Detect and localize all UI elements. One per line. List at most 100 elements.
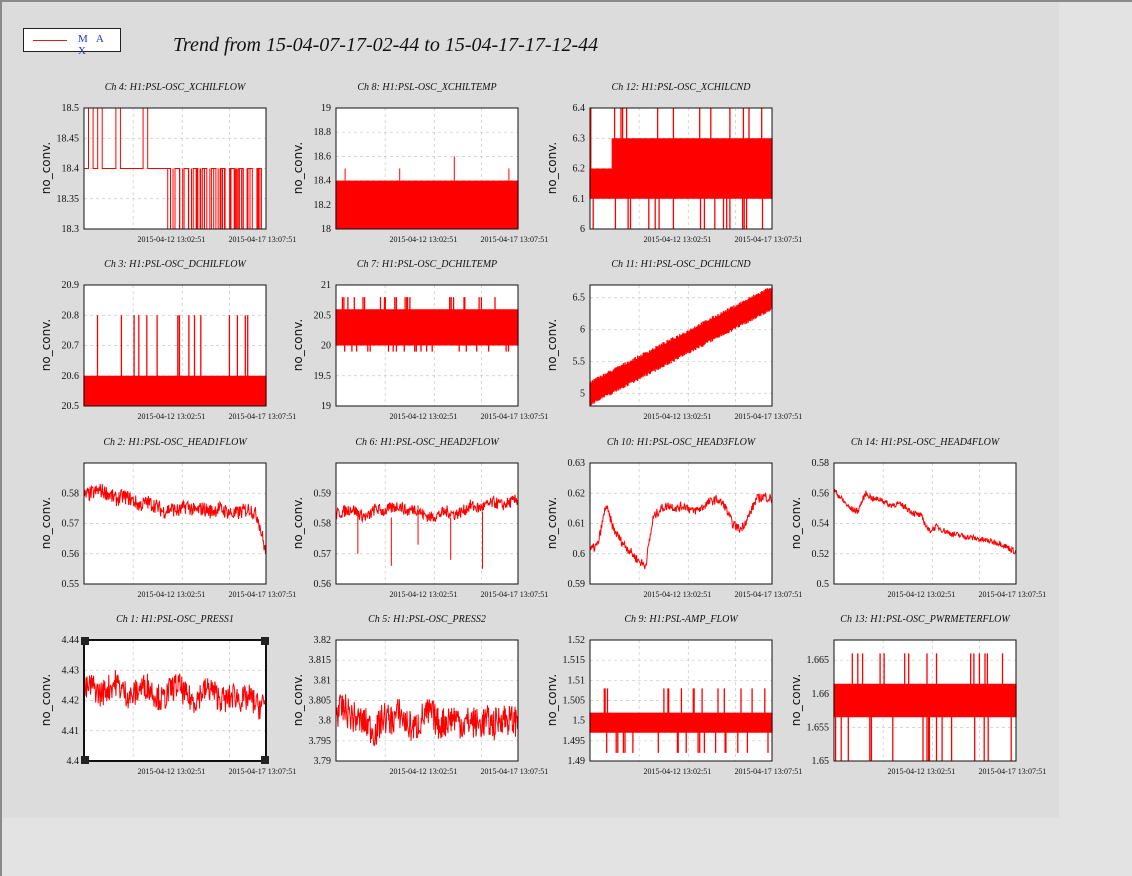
x-tick-label: 2015-04-12 13:02:51 bbox=[643, 767, 711, 776]
chart-panel: Ch 3: H1:PSL-OSC_DCHILFLOW no_conv. 20.5 20… bbox=[39, 259, 324, 429]
y-tick-label: 0.59 bbox=[568, 579, 586, 590]
y-tick-label: 5 bbox=[580, 388, 585, 399]
chart-title: Ch 12: H1:PSL-OSC_XCHILCND bbox=[611, 82, 751, 93]
y-tick-label: 6.2 bbox=[573, 164, 586, 175]
legend-label: M A X bbox=[78, 33, 107, 57]
y-tick-label: 19.5 bbox=[314, 371, 332, 382]
x-tick-label: 2015-04-17 13:07:51 bbox=[978, 590, 1046, 599]
y-tick-label: 19 bbox=[321, 103, 331, 114]
legend-line-swatch bbox=[33, 40, 67, 41]
y-tick-label: 20.9 bbox=[62, 280, 80, 291]
series-line bbox=[335, 494, 519, 523]
y-axis-label: no_conv. bbox=[291, 496, 305, 549]
chart-title: Ch 13: H1:PSL-OSC_PWRMETERFLOW bbox=[840, 614, 1010, 625]
plot-frame bbox=[83, 107, 267, 230]
chart-svg: 0.55 0.56 0.57 0.58 2015-04-12 13:02:51 2015-… bbox=[62, 462, 296, 599]
y-tick-label: 0.56 bbox=[812, 488, 830, 499]
page-title: Trend from 15-04-07-17-02-44 to 15-04-17… bbox=[173, 34, 599, 56]
chart-svg: 0.56 0.57 0.58 0.59 2015-04-12 13:02:51 2015-… bbox=[314, 462, 548, 599]
chart-svg: 1.49 1.495 1.5 1.505 1.51 1.515 1.52 2015-04-12… bbox=[563, 635, 803, 776]
chart-panel: Ch 14: H1:PSL-OSC_HEAD4FLOW no_conv. 0.5 0.… bbox=[789, 437, 1074, 607]
y-tick-label: 21 bbox=[321, 280, 331, 291]
chart-title: Ch 6: H1:PSL-OSC_HEAD2FLOW bbox=[355, 437, 499, 448]
y-tick-label: 6 bbox=[580, 224, 585, 235]
selection-handle[interactable] bbox=[261, 756, 269, 764]
chart-svg: 18 18.2 18.4 18.6 18.8 19 2015-04-12 13:02:51 2… bbox=[314, 103, 549, 244]
y-tick-label: 1.51 bbox=[568, 675, 586, 686]
x-tick-label: 2015-04-17 13:07:51 bbox=[228, 590, 296, 599]
chart-svg: 0.5 0.52 0.54 0.56 0.58 2015-04-12 13:02:51 20… bbox=[812, 458, 1047, 599]
x-tick-label: 2015-04-17 13:07:51 bbox=[734, 412, 802, 421]
chart-panel: Ch 7: H1:PSL-OSC_DCHILTEMP no_conv. 19 19.5… bbox=[291, 259, 576, 429]
y-tick-label: 18.2 bbox=[314, 200, 332, 211]
plot-frame bbox=[833, 462, 1017, 585]
y-tick-label: 20 bbox=[321, 341, 331, 352]
x-tick-label: 2015-04-12 13:02:51 bbox=[643, 412, 711, 421]
chart-panel: Ch 9: H1:PSL-AMP_FLOW no_conv. 1.49 1.495 1.… bbox=[545, 614, 830, 784]
window-frame-top bbox=[0, 0, 1132, 2]
x-tick-label: 2015-04-12 13:02:51 bbox=[887, 590, 955, 599]
x-tick-label: 2015-04-17 13:07:51 bbox=[978, 767, 1046, 776]
y-tick-label: 1.495 bbox=[563, 736, 586, 747]
x-tick-label: 2015-04-17 13:07:51 bbox=[228, 412, 296, 421]
y-axis-label: no_conv. bbox=[545, 141, 559, 194]
plot-frame bbox=[833, 639, 1017, 762]
y-tick-label: 0.57 bbox=[62, 519, 80, 530]
y-tick-label: 3.81 bbox=[314, 675, 332, 686]
y-tick-label: 1.49 bbox=[568, 756, 586, 767]
x-tick-label: 2015-04-12 13:02:51 bbox=[137, 590, 205, 599]
series-line bbox=[335, 694, 519, 747]
y-axis-label: no_conv. bbox=[39, 673, 53, 726]
plot-frame bbox=[589, 462, 773, 585]
chart-panel: Ch 4: H1:PSL-OSC_XCHILFLOW no_conv. 18.3 18… bbox=[39, 82, 324, 252]
y-tick-label: 5.5 bbox=[573, 356, 586, 367]
series-line bbox=[83, 483, 267, 554]
y-tick-label: 1.655 bbox=[807, 722, 830, 733]
x-tick-label: 2015-04-12 13:02:51 bbox=[137, 767, 205, 776]
y-tick-label: 0.54 bbox=[812, 519, 830, 530]
x-tick-label: 2015-04-17 13:07:51 bbox=[480, 235, 548, 244]
plot-canvas: M A X Trend from 15-04-07-17-02-44 to 15… bbox=[2, 2, 1059, 818]
y-tick-label: 0.55 bbox=[62, 579, 80, 590]
y-tick-label: 18.6 bbox=[314, 151, 332, 162]
y-tick-label: 4.41 bbox=[62, 726, 80, 737]
chart-svg: 0.59 0.6 0.61 0.62 0.63 2015-04-12 13:02:51 20… bbox=[568, 458, 803, 599]
y-tick-label: 0.61 bbox=[568, 519, 586, 530]
chart-title: Ch 1: H1:PSL-OSC_PRESS1 bbox=[116, 614, 234, 625]
chart-panel: Ch 13: H1:PSL-OSC_PWRMETERFLOW no_conv. 1.… bbox=[789, 614, 1074, 784]
plot-frame bbox=[83, 462, 267, 585]
y-tick-label: 6.4 bbox=[573, 103, 586, 114]
chart-panel: Ch 2: H1:PSL-OSC_HEAD1FLOW no_conv. 0.55 0.… bbox=[39, 437, 324, 607]
y-axis-label: no_conv. bbox=[789, 673, 803, 726]
y-tick-label: 3.82 bbox=[314, 635, 332, 646]
y-tick-label: 0.63 bbox=[568, 458, 586, 469]
y-tick-label: 3.805 bbox=[309, 696, 332, 707]
chart-title: Ch 9: H1:PSL-AMP_FLOW bbox=[624, 614, 738, 625]
plot-frame bbox=[589, 107, 773, 230]
x-tick-label: 2015-04-17 13:07:51 bbox=[228, 767, 296, 776]
y-tick-label: 0.56 bbox=[62, 549, 80, 560]
y-axis-label: no_conv. bbox=[291, 141, 305, 194]
chart-svg: 4.4 4.41 4.42 4.43 4.44 2015-04-12 13:02:51 20… bbox=[62, 635, 297, 776]
selection-handle[interactable] bbox=[261, 637, 269, 645]
plot-frame bbox=[83, 639, 267, 762]
y-tick-label: 3.79 bbox=[314, 756, 332, 767]
x-tick-label: 2015-04-17 13:07:51 bbox=[734, 235, 802, 244]
selection-handle[interactable] bbox=[81, 756, 89, 764]
x-tick-label: 2015-04-17 13:07:51 bbox=[734, 590, 802, 599]
y-tick-label: 0.5 bbox=[817, 579, 830, 590]
legend: M A X bbox=[23, 28, 121, 57]
y-tick-label: 4.42 bbox=[62, 696, 80, 707]
chart-svg: 20.5 20.6 20.7 20.8 20.9 2015-04-12 13:02:51 2… bbox=[62, 280, 297, 421]
y-tick-label: 19 bbox=[321, 401, 331, 412]
y-tick-label: 1.515 bbox=[563, 655, 586, 666]
y-tick-label: 18.45 bbox=[57, 133, 80, 144]
chart-panel: Ch 10: H1:PSL-OSC_HEAD3FLOW no_conv. 0.59 0… bbox=[545, 437, 830, 607]
y-tick-label: 6.3 bbox=[573, 133, 586, 144]
plot-frame bbox=[589, 284, 773, 407]
series-line bbox=[833, 488, 1017, 555]
y-tick-label: 20.8 bbox=[62, 310, 80, 321]
selection-handle[interactable] bbox=[81, 637, 89, 645]
y-tick-label: 1.665 bbox=[807, 655, 830, 666]
series-line bbox=[83, 670, 267, 720]
